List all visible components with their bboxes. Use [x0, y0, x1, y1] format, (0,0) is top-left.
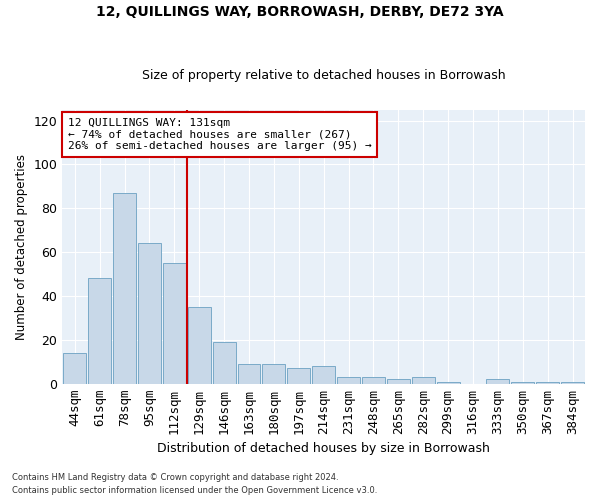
Text: 12 QUILLINGS WAY: 131sqm
← 74% of detached houses are smaller (267)
26% of semi-: 12 QUILLINGS WAY: 131sqm ← 74% of detach… [68, 118, 371, 151]
Text: 12, QUILLINGS WAY, BORROWASH, DERBY, DE72 3YA: 12, QUILLINGS WAY, BORROWASH, DERBY, DE7… [96, 5, 504, 19]
Bar [88, 278, 111, 384]
Bar [212, 342, 236, 384]
Bar [113, 193, 136, 384]
Bar [337, 377, 360, 384]
Bar [163, 263, 186, 384]
Bar [387, 380, 410, 384]
Bar [287, 368, 310, 384]
Title: Size of property relative to detached houses in Borrowash: Size of property relative to detached ho… [142, 69, 505, 82]
X-axis label: Distribution of detached houses by size in Borrowash: Distribution of detached houses by size … [157, 442, 490, 455]
Bar [138, 244, 161, 384]
Bar [63, 353, 86, 384]
Text: Contains HM Land Registry data © Crown copyright and database right 2024.
Contai: Contains HM Land Registry data © Crown c… [12, 474, 377, 495]
Bar [437, 382, 460, 384]
Y-axis label: Number of detached properties: Number of detached properties [15, 154, 28, 340]
Bar [262, 364, 286, 384]
Bar [312, 366, 335, 384]
Bar [362, 377, 385, 384]
Bar [188, 307, 211, 384]
Bar [561, 382, 584, 384]
Bar [412, 377, 434, 384]
Bar [487, 380, 509, 384]
Bar [238, 364, 260, 384]
Bar [536, 382, 559, 384]
Bar [511, 382, 534, 384]
